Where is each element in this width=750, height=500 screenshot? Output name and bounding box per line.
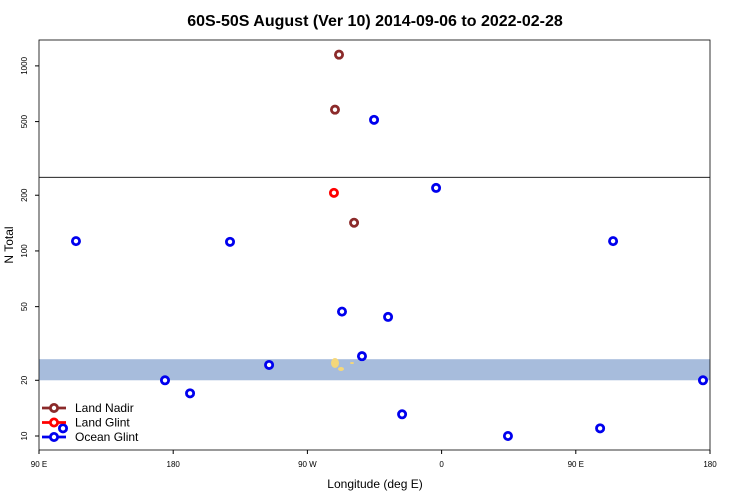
data-point — [697, 375, 708, 386]
data-point — [502, 430, 513, 441]
data-point — [383, 311, 394, 322]
data-point — [159, 375, 170, 386]
data-point — [356, 351, 367, 362]
plot-frame — [38, 39, 711, 451]
data-point — [431, 182, 442, 193]
y-axis-title: N Total — [2, 226, 16, 263]
x-tick-label: 180 — [167, 460, 181, 469]
legend-marker — [49, 417, 60, 428]
y-tick-label: 500 — [20, 114, 29, 128]
data-point — [185, 388, 196, 399]
data-point — [334, 49, 345, 60]
y-tick-label: 200 — [20, 188, 29, 202]
x-tick-label: 90 E — [31, 460, 47, 469]
x-tick-label: 180 — [703, 460, 717, 469]
y-tick-label: 50 — [20, 302, 29, 311]
x-tick-label: 90 W — [298, 460, 317, 469]
shaded-band — [39, 359, 710, 381]
data-point — [329, 104, 340, 115]
data-point — [328, 187, 339, 198]
data-point — [336, 306, 347, 317]
data-point — [264, 359, 275, 370]
data-point — [595, 423, 606, 434]
y-tick-label: 20 — [20, 375, 29, 384]
y-tick-label: 100 — [20, 244, 29, 258]
x-tick-label: 0 — [439, 460, 444, 469]
x-axis-title: Longitude (deg E) — [327, 477, 422, 491]
data-point — [58, 423, 69, 434]
data-point — [349, 217, 360, 228]
legend-label: Ocean Glint — [75, 430, 139, 444]
y-tick-label: 10 — [20, 431, 29, 440]
land-shape — [331, 358, 339, 368]
chart-title: 60S-50S August (Ver 10) 2014-09-06 to 20… — [187, 13, 563, 30]
land-shape — [338, 367, 344, 371]
data-point — [369, 114, 380, 125]
y-tick-label: 1000 — [20, 56, 29, 74]
data-point — [225, 236, 236, 247]
legend-label: Land Glint — [75, 416, 130, 430]
data-point — [397, 409, 408, 420]
data-point — [608, 236, 619, 247]
legend-marker — [49, 402, 60, 413]
legend-marker — [49, 431, 60, 442]
x-tick-label: 90 E — [568, 460, 584, 469]
legend-label: Land Nadir — [75, 401, 134, 415]
land-shape — [350, 362, 354, 364]
data-point — [70, 236, 81, 247]
